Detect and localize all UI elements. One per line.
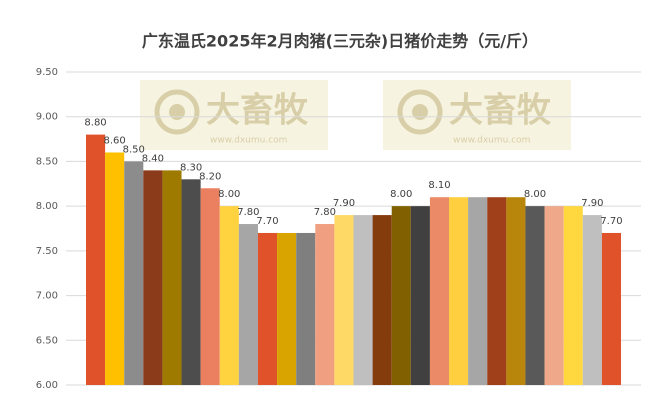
bar [86, 134, 106, 385]
y-tick-label: 8.50 [36, 156, 58, 167]
bar [143, 170, 163, 385]
watermark-logo [154, 89, 200, 135]
y-tick-label: 8.00 [36, 201, 58, 212]
bar [200, 188, 220, 385]
data-label: 8.80 [84, 118, 106, 129]
bar [238, 224, 258, 385]
data-label: 7.70 [256, 216, 278, 227]
bar [315, 224, 335, 385]
data-label: 8.00 [524, 189, 546, 200]
data-label: 8.40 [142, 153, 164, 164]
bar [296, 232, 316, 385]
bar [544, 206, 564, 385]
data-label: 8.10 [428, 180, 450, 191]
bar [162, 170, 182, 385]
y-tick-label: 7.50 [36, 246, 58, 257]
y-tick-label: 7.00 [36, 291, 58, 302]
watermark-logo [169, 104, 185, 120]
data-label: 8.00 [218, 189, 240, 200]
data-label: 7.80 [314, 207, 336, 218]
data-label: 8.30 [180, 162, 202, 173]
bar [391, 206, 411, 385]
bar [525, 206, 545, 385]
data-label: 8.50 [123, 144, 145, 155]
bar [277, 232, 297, 385]
bar [582, 215, 602, 385]
bar [410, 206, 430, 385]
bar [334, 215, 354, 385]
bar [506, 197, 526, 385]
y-tick-label: 9.00 [36, 112, 58, 123]
bar [372, 215, 392, 385]
data-label: 7.90 [333, 198, 355, 209]
data-label: 8.60 [104, 135, 126, 146]
y-tick-label: 9.50 [36, 67, 58, 78]
chart-title: 广东温氏2025年2月肉猪(三元杂)日猪价走势（元/斤） [142, 32, 538, 51]
bar [449, 197, 469, 385]
watermark-text: 大畜牧 [449, 91, 552, 131]
watermark-url: www.dxumu.com [453, 136, 530, 146]
data-label: 7.70 [600, 216, 622, 227]
bar [181, 179, 201, 385]
watermark-text: 大畜牧 [206, 91, 309, 131]
bar [487, 197, 507, 385]
bar [219, 206, 239, 385]
bar [124, 161, 144, 385]
data-label: 7.90 [581, 198, 603, 209]
data-label: 8.20 [199, 171, 221, 182]
data-label: 7.80 [237, 207, 259, 218]
bar [601, 232, 621, 385]
bar [429, 197, 450, 385]
bar [105, 152, 125, 385]
data-label: 8.00 [390, 189, 412, 200]
bar [563, 206, 583, 385]
y-tick-label: 6.50 [36, 335, 58, 346]
bar [468, 197, 488, 385]
watermark-logo [412, 104, 428, 120]
watermark-logo [397, 89, 443, 135]
bar [257, 232, 278, 385]
watermark-url: www.dxumu.com [210, 136, 287, 146]
y-tick-label: 6.00 [36, 380, 58, 391]
bar [353, 215, 373, 385]
